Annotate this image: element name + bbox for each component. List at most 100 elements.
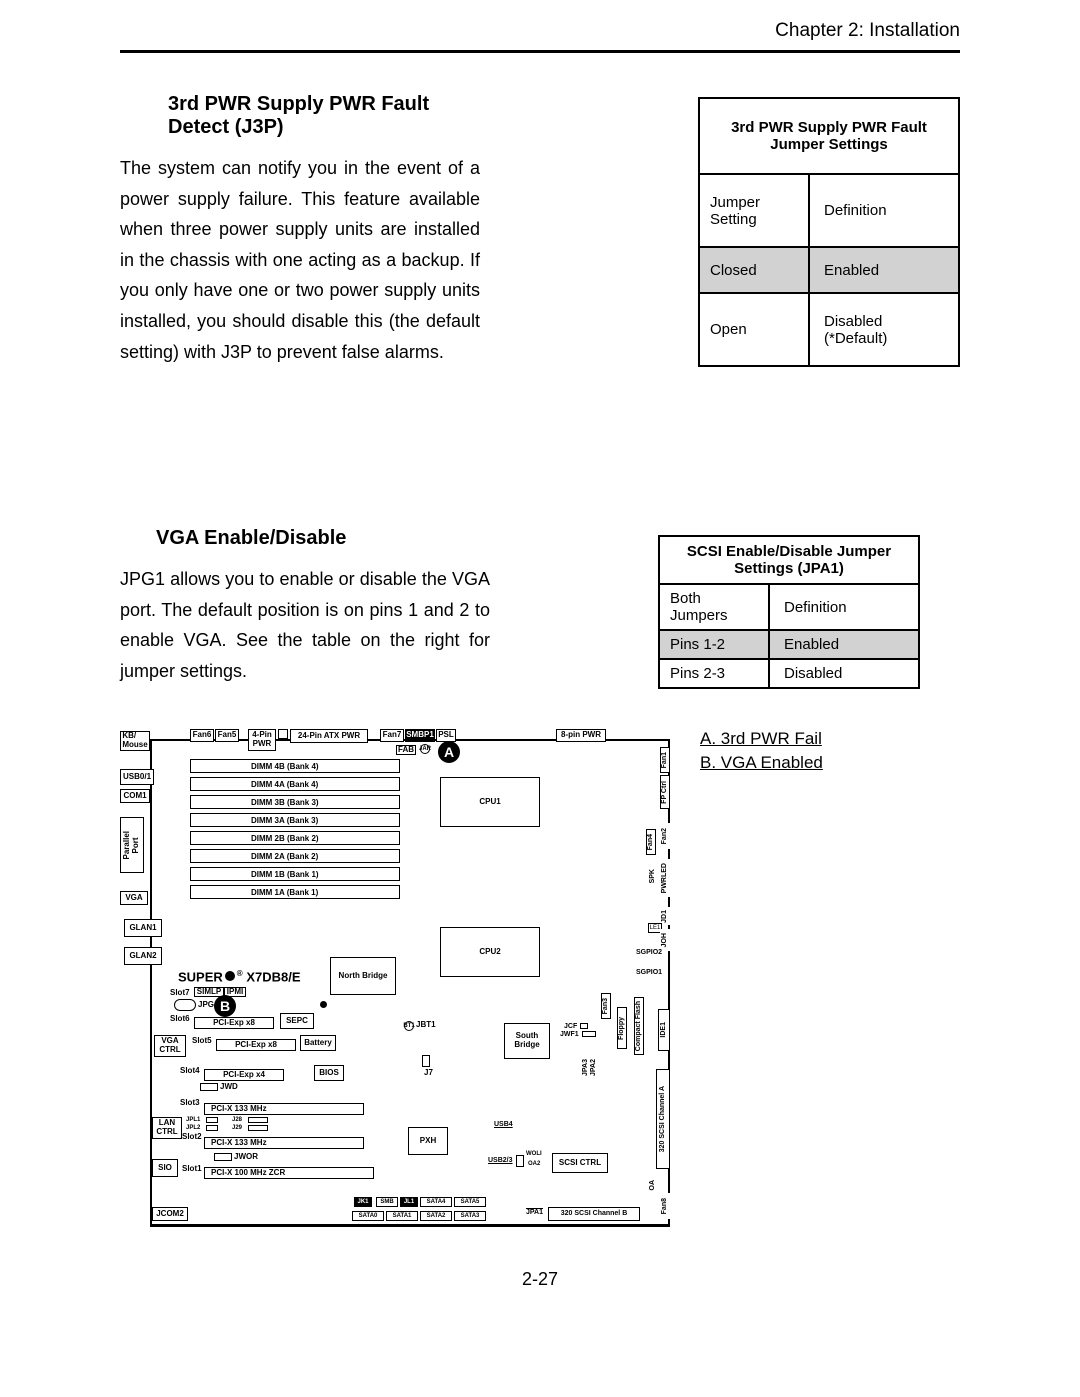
smb: SMB xyxy=(376,1197,398,1207)
cpu1: CPU1 xyxy=(440,777,540,827)
sata5: SATA5 xyxy=(454,1197,486,1207)
figure-legend: A. 3rd PWR Fail B. VGA Enabled xyxy=(700,729,823,777)
sata1: SATA1 xyxy=(386,1211,418,1221)
section1-title: 3rd PWR Supply PWR Fault Detect (J3P) xyxy=(120,93,480,139)
jwd-box xyxy=(200,1083,218,1091)
table2-r0c0: Pins 1-2 xyxy=(659,630,769,659)
cflash: Compact Flash xyxy=(634,997,644,1055)
fpctrl: FP Ctrl xyxy=(660,775,670,809)
jwor: JWOR xyxy=(234,1153,258,1162)
slot3-pci: PCI-X 133 MHz xyxy=(204,1103,364,1115)
dimm-1a: DIMM 1A (Bank 1) xyxy=(190,885,400,899)
legend-a: A. 3rd PWR Fail xyxy=(700,729,823,749)
table2-h2: Definition xyxy=(769,584,919,630)
motherboard-diagram: KB/Mouse Fan6 Fan5 4-PinPWR 24-Pin ATX P… xyxy=(120,729,680,1239)
slot3: Slot3 xyxy=(180,1099,200,1108)
j29b xyxy=(248,1125,268,1131)
j28b xyxy=(248,1117,268,1123)
jwor-box xyxy=(214,1153,232,1161)
marker-b: B xyxy=(214,995,236,1017)
floppy: Floppy xyxy=(617,1007,627,1049)
dimm-4a: DIMM 4A (Bank 4) xyxy=(190,777,400,791)
jwf1b xyxy=(582,1031,596,1037)
joh: JOH xyxy=(660,929,670,951)
parallel: ParallelPort xyxy=(120,817,144,873)
vga-ctrl: VGACTRL xyxy=(154,1035,186,1057)
lan-ctrl: LANCTRL xyxy=(152,1117,182,1139)
brand-text: SUPER xyxy=(178,969,223,984)
table1-h2: Definition xyxy=(809,174,959,247)
table1-title: 3rd PWR Supply PWR Fault Jumper Settings xyxy=(699,98,959,174)
smbp1: SMBP1 xyxy=(405,729,435,742)
slot2-pci: PCI-X 133 MHz xyxy=(204,1137,364,1149)
table1-r1c1: Disabled (*Default) xyxy=(809,293,959,366)
jbt1: JBT1 xyxy=(416,1021,436,1030)
glan2: GLAN2 xyxy=(124,947,162,965)
table2-r1c0: Pins 2-3 xyxy=(659,659,769,688)
j28: J28 xyxy=(232,1117,242,1124)
slot5-pci: PCI-Exp x8 xyxy=(216,1039,296,1051)
fan8: Fan8 xyxy=(660,1193,670,1219)
slot6-pci: PCI-Exp x8 xyxy=(194,1017,274,1029)
slot2: Slot2 xyxy=(182,1133,202,1142)
scsi-b: 320 SCSI Channel B xyxy=(548,1207,640,1221)
slot5: Slot5 xyxy=(192,1037,212,1046)
table-pwr-fault: 3rd PWR Supply PWR Fault Jumper Settings… xyxy=(698,97,960,367)
jpa3: JPA3 xyxy=(582,1059,589,1076)
usb01: USB0/1 xyxy=(120,769,154,785)
slot4-pci: PCI-Exp x4 xyxy=(204,1069,284,1081)
sepc: SEPC xyxy=(280,1013,314,1029)
bios: BIOS xyxy=(314,1065,344,1081)
fab: FAB xyxy=(396,745,416,755)
j29: J29 xyxy=(232,1125,242,1132)
usb4: USB4 xyxy=(494,1121,513,1129)
jpg-ovl xyxy=(174,999,196,1011)
usb23: USB2/3 xyxy=(488,1157,513,1165)
sata4: SATA4 xyxy=(420,1197,452,1207)
atx-notch xyxy=(278,729,288,739)
jcom2: JCOM2 xyxy=(152,1207,188,1221)
oa: OA xyxy=(648,1175,658,1195)
usb23box xyxy=(516,1155,524,1167)
jpl2b xyxy=(206,1125,218,1131)
table2-title: SCSI Enable/Disable Jumper Settings (JPA… xyxy=(659,536,919,584)
fan4: Fan4 xyxy=(646,829,656,855)
fan6: Fan6 xyxy=(190,729,214,742)
super-logo: SUPER® X7DB8/E xyxy=(178,969,301,984)
dimm-3a: DIMM 3A (Bank 3) xyxy=(190,813,400,827)
section2-body: JPG1 allows you to enable or disable the… xyxy=(120,564,490,686)
oa2: OA2 xyxy=(528,1161,540,1168)
woli: WOLI xyxy=(526,1151,542,1158)
sio: SIO xyxy=(152,1159,178,1177)
fan2: Fan2 xyxy=(660,823,670,849)
table2-r1c1: Disabled xyxy=(769,659,919,688)
table2-r0c1: Enabled xyxy=(769,630,919,659)
jpl1: JPL1 xyxy=(186,1117,200,1124)
sata3: SATA3 xyxy=(454,1211,486,1221)
com1: COM1 xyxy=(120,789,150,803)
slot4: Slot4 xyxy=(180,1067,200,1076)
dimm-4b: DIMM 4B (Bank 4) xyxy=(190,759,400,773)
jcfb xyxy=(580,1023,588,1029)
fan7: Fan7 xyxy=(380,729,404,742)
scsiA: 320 SCSI Channel A xyxy=(656,1069,670,1169)
parallel-lbl: ParallelPort xyxy=(123,831,141,859)
table2-h1: Both Jumpers xyxy=(659,584,769,630)
pxh: PXH xyxy=(408,1127,448,1155)
fan5: Fan5 xyxy=(215,729,239,742)
slot1-pci: PCI-X 100 MHz ZCR xyxy=(204,1167,374,1179)
pwr4pin: 4-PinPWR xyxy=(248,729,276,751)
table1-r0c0: Closed xyxy=(699,247,809,293)
page-number: 2-27 xyxy=(120,1269,960,1290)
jl1: JL1 xyxy=(400,1197,418,1207)
jpg: JPG xyxy=(198,1001,214,1010)
vga-port: VGA xyxy=(120,891,148,905)
dimm-3b: DIMM 3B (Bank 3) xyxy=(190,795,400,809)
cpu2: CPU2 xyxy=(440,927,540,977)
slot6: Slot6 xyxy=(170,1015,190,1024)
legend-b: B. VGA Enabled xyxy=(700,753,823,773)
spk: SPK xyxy=(648,859,658,893)
sata2: SATA2 xyxy=(420,1211,452,1221)
model-text: X7DB8/E xyxy=(246,969,300,984)
battery: Battery xyxy=(300,1035,336,1051)
